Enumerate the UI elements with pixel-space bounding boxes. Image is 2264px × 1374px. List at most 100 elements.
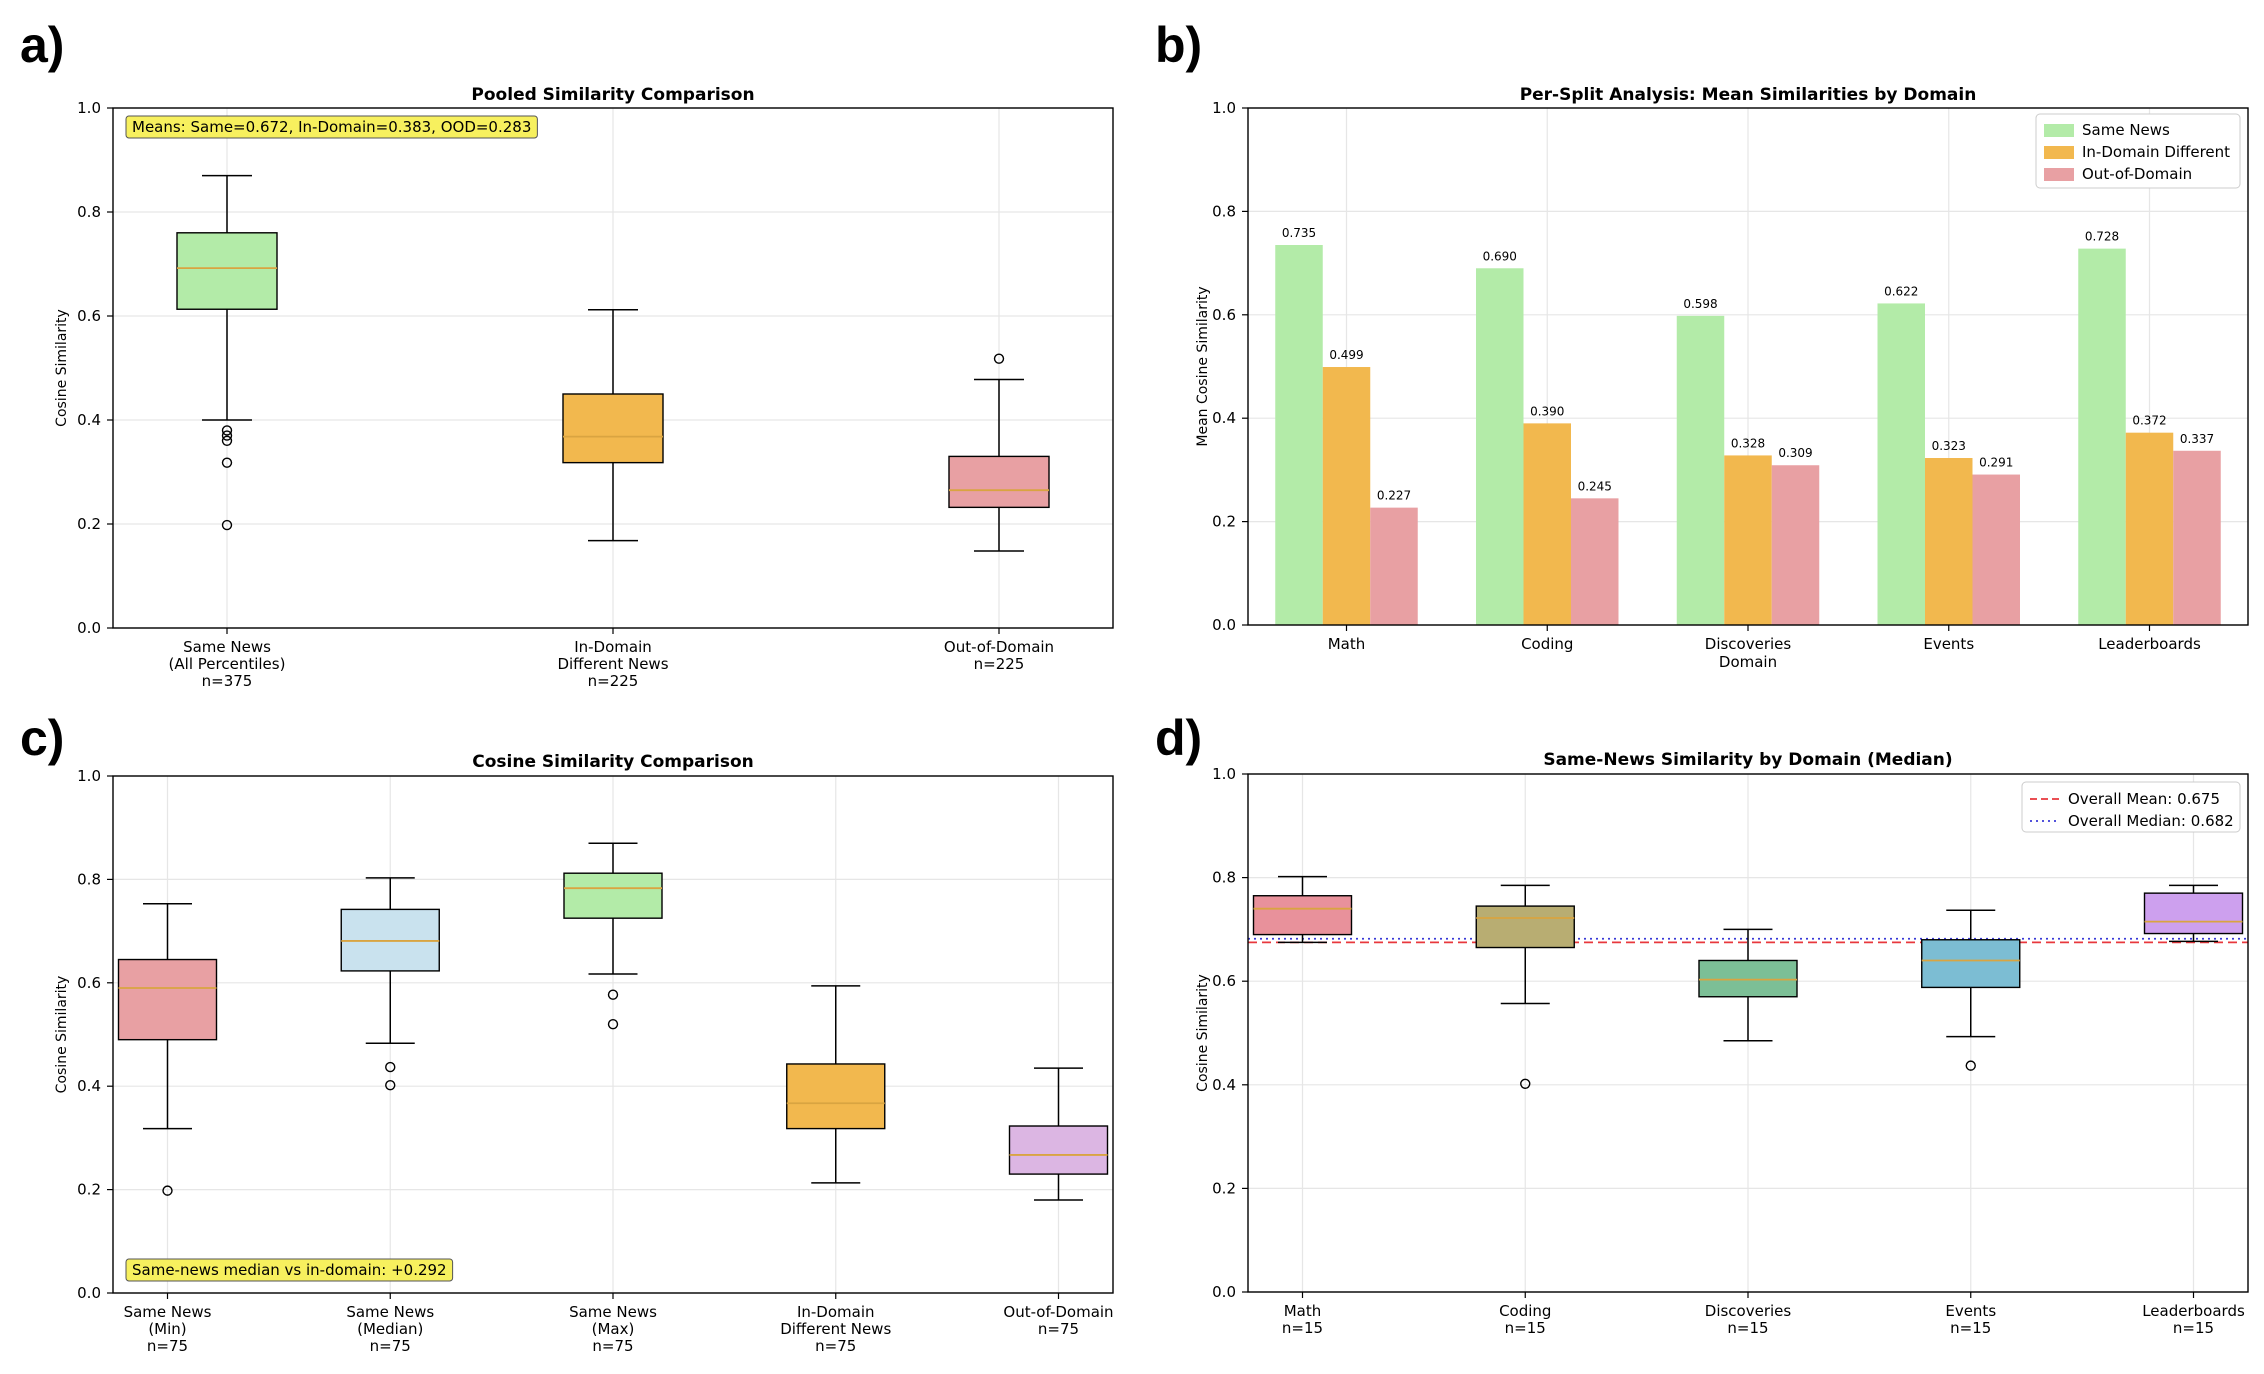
x-tick-label: In-Domain (797, 1303, 875, 1321)
iqr-box (1252, 895, 1353, 936)
bar-value-label: 0.323 (1932, 439, 1966, 453)
legend-swatch (2044, 146, 2074, 159)
bar (2078, 248, 2126, 625)
y-axis-label: Cosine Similarity (54, 309, 70, 427)
chart-title: Pooled Similarity Comparison (471, 85, 754, 105)
box-plot-item (563, 842, 663, 1030)
x-tick-label: n=225 (974, 655, 1025, 673)
box-plot-item (117, 902, 218, 1196)
y-tick-label: 0.2 (1212, 1179, 1236, 1197)
legend-label: Overall Median: 0.682 (2068, 812, 2234, 830)
annotation-box (125, 115, 538, 139)
panel-label-b: b) (1155, 17, 1202, 73)
bar (1571, 498, 1619, 625)
legend-box (2021, 781, 2241, 833)
bar (1877, 303, 1925, 625)
x-tick-label: (All Percentiles) (169, 655, 286, 673)
bar (1476, 268, 1524, 625)
iqr-box (1921, 939, 2021, 989)
box-plot-item (562, 309, 664, 542)
panel-d-same-news-box-chart: 0.0 0.2 0.4 0.6 0.8 1.0 Same-News Similarity b… (1195, 750, 2249, 1337)
y-tick-label: 1.0 (77, 99, 101, 117)
outlier-point (221, 457, 233, 468)
x-tick-label: Same News (569, 1303, 657, 1321)
outlier-point (385, 1079, 396, 1091)
bar (1724, 455, 1772, 625)
legend-label: Same News (2082, 121, 2170, 139)
y-tick-label: 0.8 (77, 203, 101, 221)
x-tick-label: Coding (1521, 635, 1573, 653)
x-tick-label: n=15 (1950, 1319, 1991, 1337)
x-tick-label: (Max) (592, 1320, 635, 1338)
legend-swatch (2044, 124, 2074, 137)
panel-label-c: c) (20, 710, 64, 766)
x-tick-label: Out-of-Domain (944, 638, 1054, 656)
outlier-point (607, 1018, 619, 1030)
outlier-point (221, 430, 233, 441)
bar (1523, 423, 1571, 625)
y-tick-label: 0.8 (1212, 202, 1236, 220)
annotation-text: Means: Same=0.672, In-Domain=0.383, OOD=… (132, 118, 531, 136)
y-tick-label: 0.4 (77, 1077, 101, 1095)
x-tick-label: Different News (557, 655, 668, 673)
outlier-point (993, 353, 1005, 364)
bar-value-label: 0.291 (1979, 456, 2013, 470)
bar-value-label: 0.598 (1683, 297, 1717, 311)
outlier-point (221, 435, 233, 446)
legend-label: In-Domain Different (2082, 143, 2230, 161)
panel-b-per-split-bar-chart: 0.0 0.2 0.4 0.6 0.8 1.0 Per-Split Analysis: Me… (1195, 85, 2249, 671)
x-tick-label: n=225 (588, 672, 639, 690)
x-tick-label: In-Domain (574, 638, 652, 656)
outlier-point (1965, 1060, 1976, 1071)
y-tick-label: 0.0 (77, 619, 101, 637)
y-tick-label: 0.8 (77, 870, 101, 888)
outlier-point (1520, 1078, 1531, 1089)
bar (1676, 315, 1725, 625)
panel-label-d: d) (1155, 710, 1202, 766)
x-tick-label: Same News (346, 1303, 434, 1321)
bar (1972, 474, 2020, 625)
bar-value-label: 0.245 (1578, 479, 1612, 493)
y-tick-label: 0.6 (77, 307, 101, 325)
box-plot-item (1921, 909, 2021, 1071)
iqr-box (948, 455, 1050, 509)
legend-box (2035, 113, 2241, 189)
box-plot-item (2143, 884, 2244, 943)
x-tick-label: n=375 (202, 672, 253, 690)
bar-value-label: 0.735 (1282, 226, 1316, 240)
bar-value-label: 0.390 (1530, 404, 1564, 418)
box-plot-item (786, 985, 886, 1184)
outlier-point (221, 519, 233, 531)
legend-swatch (2044, 168, 2074, 181)
x-tick-label: Discoveries (1705, 1302, 1792, 1320)
x-tick-label: n=75 (1038, 1320, 1079, 1338)
iqr-box (563, 872, 663, 919)
annotation-box (125, 1258, 454, 1282)
box-plot-item (340, 877, 440, 1091)
y-tick-label: 0.4 (1212, 1076, 1236, 1094)
y-tick-label: 0.2 (77, 515, 101, 533)
x-tick-label: Discoveries (1705, 635, 1792, 653)
iqr-box (1698, 959, 1798, 998)
box-plot-item (1252, 875, 1353, 944)
chart-title: Same-News Similarity by Domain (Median) (1543, 750, 1952, 770)
y-tick-label: 0.2 (1212, 513, 1236, 531)
iqr-box (2143, 892, 2244, 935)
plot-frame (112, 775, 1114, 1294)
x-tick-label: Out-of-Domain (1003, 1303, 1113, 1321)
panel-a-pooled-box-chart: 0.0 0.2 0.4 0.6 0.8 1.0 Pooled Similarity Comp… (54, 85, 1114, 690)
outlier-point (221, 425, 233, 436)
plot-frame (1247, 107, 2249, 626)
bar (1370, 507, 1418, 625)
outlier-point (385, 1061, 396, 1073)
panel-label-a: a) (20, 17, 64, 73)
legend-label: Overall Mean: 0.675 (2068, 790, 2220, 808)
iqr-box (117, 958, 218, 1041)
bar-value-label: 0.328 (1731, 436, 1765, 450)
y-tick-label: 1.0 (77, 767, 101, 785)
x-tick-label: Coding (1499, 1302, 1551, 1320)
x-tick-label: Different News (780, 1320, 891, 1338)
outlier-point (607, 989, 619, 1000)
bar-value-label: 0.499 (1329, 348, 1363, 362)
